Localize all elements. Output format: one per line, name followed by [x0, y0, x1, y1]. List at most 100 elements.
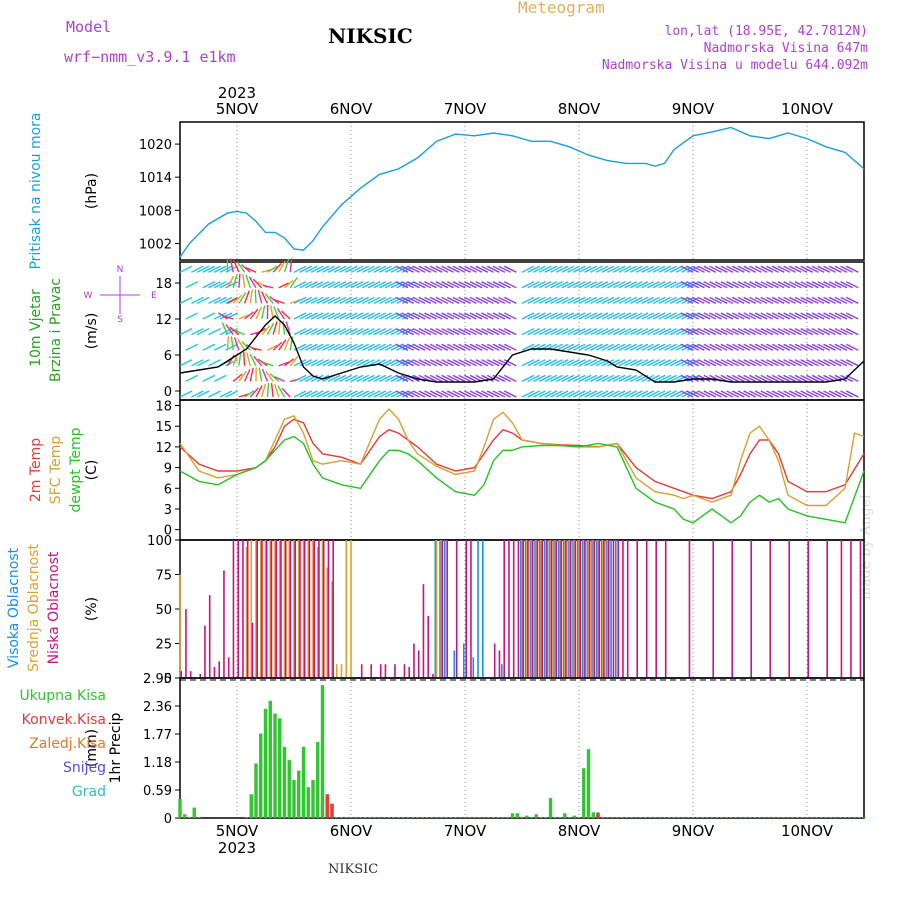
bar-4-0 [520, 817, 524, 818]
wind-arrow [731, 374, 745, 383]
wind-arrow [794, 265, 808, 273]
wind-arrow [521, 296, 535, 305]
wind-arrow [379, 281, 392, 289]
wind-arrow [293, 265, 307, 273]
wind-arrow [339, 359, 352, 367]
y-tick-label: 2.36 [143, 700, 172, 715]
wind-arrow [669, 265, 683, 273]
wind-arrow [384, 327, 398, 336]
axis-unit-4: (mm) [84, 729, 100, 767]
wind-arrow [817, 281, 831, 289]
bar-4-0 [805, 817, 809, 818]
wind-arrow [339, 327, 352, 336]
wind-arrow [749, 327, 762, 336]
wind-arrow [697, 296, 711, 305]
wind-arrow [788, 359, 802, 367]
wind-arrow [464, 343, 477, 351]
wind-arrow [299, 296, 313, 305]
bar-3-1 [587, 540, 590, 678]
wind-arrow [618, 296, 632, 305]
wind-arrow [664, 374, 677, 383]
bar-4-0 [316, 742, 320, 818]
wind-arrow [538, 296, 552, 305]
panel-2: 0 3 6 9 12 15 18 (C) [84, 399, 865, 541]
wind-arrow [629, 343, 643, 351]
wind-arrow [441, 359, 454, 367]
wind-arrow [555, 265, 569, 273]
bar-3-2 [569, 540, 572, 678]
wind-arrow [743, 343, 757, 351]
wind-arrow [344, 281, 358, 289]
bar-4-0 [396, 817, 401, 818]
wind-arrow [384, 390, 398, 398]
wind-arrow [641, 296, 655, 305]
wind-arrow [567, 374, 580, 383]
wind-arrow [344, 265, 358, 273]
bar-4-0 [368, 817, 372, 818]
wind-arrow [635, 327, 649, 336]
bar-3-1 [578, 540, 580, 678]
wind-arrow [607, 281, 620, 289]
wind-arrow [452, 327, 466, 336]
bar-3-2 [427, 615, 429, 678]
wind-arrow [185, 343, 199, 351]
wind-arrow [641, 390, 655, 398]
wind-arrow [469, 343, 483, 351]
wind-arrow [344, 327, 358, 336]
wind-arrow [424, 359, 437, 367]
wind-arrow [362, 390, 375, 398]
wind-arrow [350, 265, 364, 273]
wind-arrow [278, 260, 286, 273]
wind-arrow [811, 390, 825, 398]
wind-arrow [777, 390, 791, 398]
bar-3-2 [270, 540, 273, 678]
wind-arrow [561, 374, 575, 383]
wind-arrow [373, 327, 387, 336]
wind-arrow [362, 312, 375, 320]
wind-arrow [424, 343, 437, 351]
wind-arrow [658, 374, 672, 383]
wind-arrow [618, 390, 632, 398]
wind-arrow [299, 343, 313, 351]
wind-arrow [407, 390, 420, 398]
bar-3-1 [335, 664, 338, 678]
wind-arrow [737, 390, 751, 398]
wind-arrow [418, 296, 432, 305]
wind-arrow [299, 390, 313, 398]
bar-3-1 [340, 664, 343, 678]
wind-arrow [664, 390, 677, 398]
wind-arrow [697, 281, 711, 289]
wind-arrow [441, 390, 454, 398]
bar-3-2 [546, 540, 548, 678]
wind-arrow [219, 296, 233, 305]
wind-arrow [316, 312, 330, 320]
wind-arrow [344, 390, 358, 398]
wind-arrow [230, 336, 234, 351]
wind-arrow [771, 265, 785, 273]
wind-arrow [823, 312, 836, 320]
wind-arrow [629, 359, 643, 367]
wind-arrow [555, 296, 569, 305]
wind-arrow [464, 374, 477, 383]
y-tick-label: 25 [155, 638, 172, 653]
wind-arrow [652, 359, 666, 367]
bar-4-0 [829, 817, 833, 818]
wind-arrow [766, 343, 779, 351]
wind-arrow [777, 265, 791, 273]
wind-arrow [726, 265, 739, 273]
bar-3-2 [384, 664, 387, 678]
wind-arrow [213, 296, 227, 305]
bar-4-0 [415, 817, 420, 818]
wind-arrow [282, 320, 286, 335]
model-elevation-label: Nadmorska Visina u modelu 644.092m [601, 58, 868, 73]
bar-3-2 [199, 673, 201, 678]
wind-arrow [533, 359, 546, 367]
wind-arrow [333, 359, 347, 367]
wind-arrow [737, 374, 751, 383]
bar-3-2 [242, 540, 244, 678]
wind-arrow [709, 343, 722, 351]
wind-arrow [229, 326, 240, 336]
wind-arrow [379, 312, 392, 320]
wind-arrow [572, 359, 586, 367]
wind-arrow [800, 390, 814, 398]
